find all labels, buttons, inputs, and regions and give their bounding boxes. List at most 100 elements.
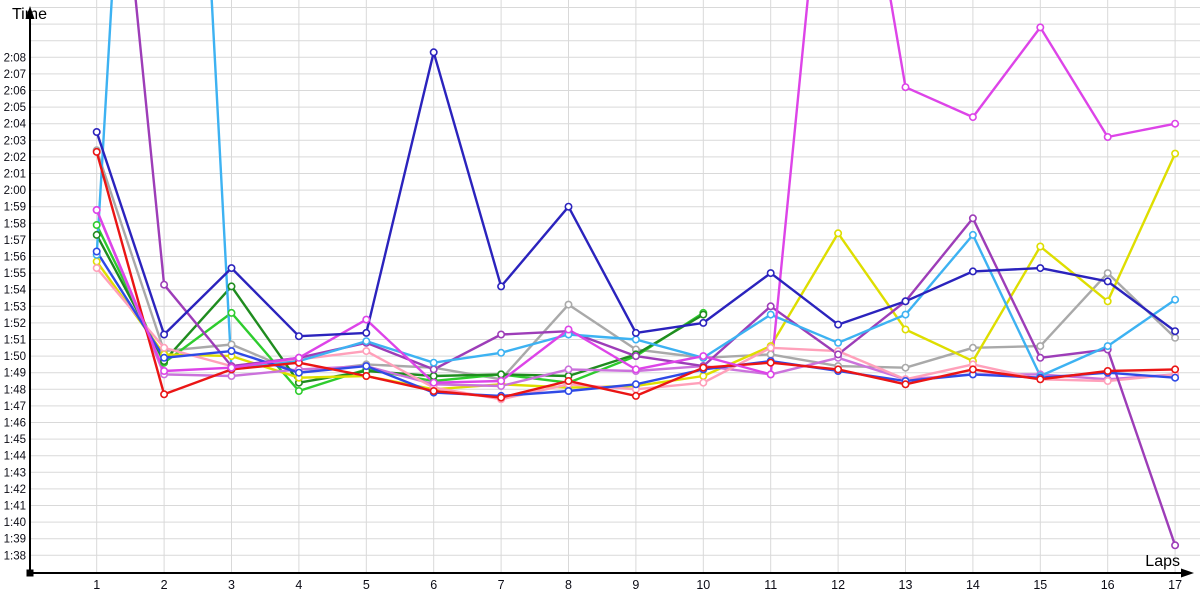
y-tick-label: 1:57 [4,235,26,247]
data-point [834,350,843,359]
data-point [968,113,977,122]
data-point [294,368,303,377]
data-point [1036,353,1045,362]
data-point [1171,365,1180,374]
data-point [1036,342,1045,351]
data-point [160,343,169,352]
x-tick-label: 6 [430,578,437,592]
y-tick-label: 2:05 [4,102,26,114]
data-point [901,380,910,389]
data-point [631,365,640,374]
x-tick-label: 10 [696,578,710,592]
data-point [227,264,236,273]
data-point [429,371,438,380]
data-point [1103,269,1112,278]
data-point [92,206,101,215]
y-tick-label: 2:03 [4,135,26,147]
data-point [699,310,708,319]
data-point [294,386,303,395]
data-point [1036,375,1045,384]
y-tick-label: 1:38 [4,550,26,562]
data-point [834,229,843,238]
y-tick-label: 1:47 [4,401,26,413]
data-point [362,337,371,346]
y-tick-label: 1:40 [4,517,26,529]
x-tick-label: 14 [966,578,980,592]
data-point [631,380,640,389]
data-point [766,358,775,367]
data-point [497,282,506,291]
y-tick-label: 1:58 [4,218,26,230]
data-point [766,302,775,311]
y-tick-label: 1:42 [4,484,26,496]
x-tick-label: 5 [363,578,370,592]
data-point [1171,327,1180,336]
x-axis-tick-labels: 1 2 3 4 5 6 7 8 9 10 11 12 13 14 15 16 17 [93,578,1182,592]
data-point [699,378,708,387]
data-point [429,386,438,395]
data-point [631,328,640,337]
y-tick-label: 1:49 [4,368,26,380]
data-point [968,343,977,352]
data-point [1103,366,1112,375]
data-point [766,269,775,278]
data-point [92,230,101,239]
data-point [834,320,843,329]
data-point [497,393,506,402]
data-point [160,353,169,362]
data-point [429,365,438,374]
data-point [901,310,910,319]
data-point [968,230,977,239]
data-point [160,330,169,339]
data-point [1171,373,1180,382]
data-point [901,325,910,334]
y-axis-tick-labels: 2:08 2:07 2:06 2:05 2:04 2:03 2:02 2:01 2:00 1:59… [4,52,27,562]
series-markers [92,23,1180,550]
x-tick-label: 1 [93,578,100,592]
gridlines [30,0,1200,573]
y-tick-label: 1:53 [4,301,26,313]
data-point [564,325,573,334]
y-tick-label: 2:07 [4,69,26,81]
data-point [92,247,101,256]
data-point [160,366,169,375]
x-tick-label: 2 [161,578,168,592]
data-point [564,376,573,385]
y-axis-title: Time [12,6,47,23]
x-tick-label: 17 [1168,578,1182,592]
data-point [160,390,169,399]
x-axis-arrow-icon [1181,568,1194,578]
data-point [294,353,303,362]
data-point [766,350,775,359]
x-tick-label: 4 [295,578,302,592]
data-point [766,343,775,352]
data-point [429,48,438,57]
y-tick-label: 1:55 [4,268,26,280]
data-point [968,365,977,374]
data-point [968,214,977,223]
x-tick-label: 16 [1101,578,1115,592]
data-point [564,202,573,211]
data-point [1036,264,1045,273]
data-point [968,267,977,276]
data-point [1171,295,1180,304]
y-tick-label: 1:46 [4,418,26,430]
data-point [901,83,910,92]
y-tick-label: 1:51 [4,335,26,347]
data-point [1103,342,1112,351]
data-point [631,335,640,344]
data-point [699,363,708,372]
data-point [92,221,101,230]
data-point [429,358,438,367]
data-point [834,365,843,374]
data-point [160,280,169,289]
data-point [699,371,708,380]
x-tick-label: 8 [565,578,572,592]
data-point [1171,119,1180,128]
series-markers-magenta [92,23,1180,387]
data-point [901,297,910,306]
data-point [92,264,101,273]
data-point [227,282,236,291]
